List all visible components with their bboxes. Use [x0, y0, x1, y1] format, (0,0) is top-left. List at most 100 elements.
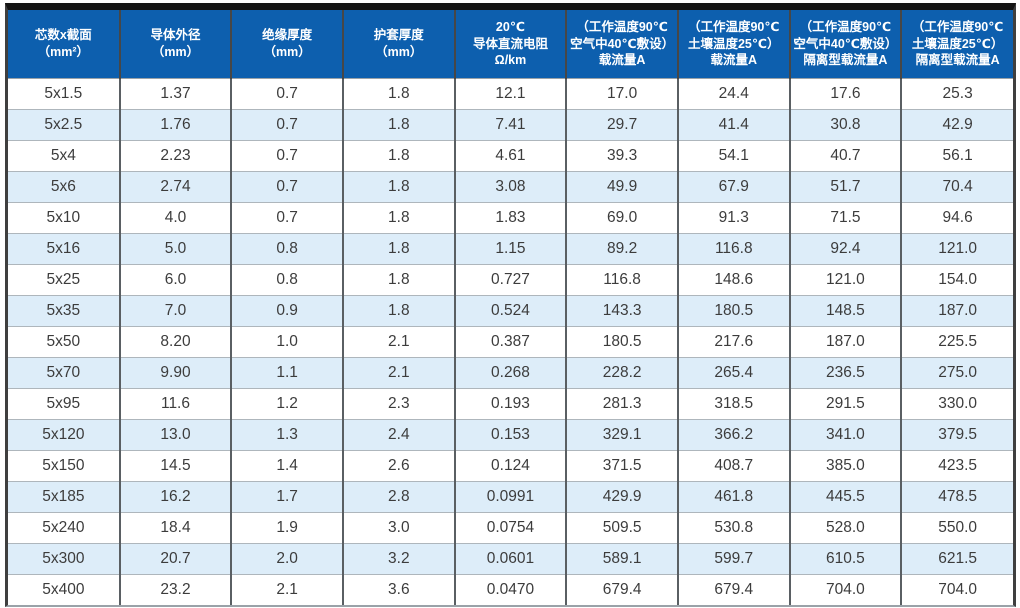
- table-row: 5x50 8.20 1.0 2.1 0.387 180.5 217.6 187.0 225.5: [8, 326, 1013, 358]
- table-cell: 5x70: [8, 357, 120, 389]
- table-cell: 704.0: [900, 574, 1013, 605]
- table-cell: 8.20: [118, 326, 232, 358]
- table-cell: 0.727: [453, 264, 567, 296]
- table-cell: 25.3: [900, 78, 1013, 110]
- table-cell: 7.41: [453, 109, 567, 141]
- table-cell: 4.0: [118, 202, 232, 234]
- table-cell: 0.124: [453, 450, 567, 482]
- table-cell: 275.0: [900, 357, 1013, 389]
- table-cell: 180.5: [676, 295, 790, 327]
- table-cell: 423.5: [900, 450, 1013, 482]
- table-cell: 23.2: [118, 574, 232, 605]
- table-cell: 20.7: [118, 543, 232, 575]
- table-cell: 0.9: [230, 295, 343, 327]
- table-cell: 550.0: [900, 512, 1013, 544]
- table-cell: 281.3: [565, 388, 678, 420]
- table-row: 5x16 5.0 0.8 1.8 1.15 89.2 116.8 92.4 121.0: [8, 233, 1013, 265]
- table-cell: 429.9: [565, 481, 678, 513]
- table-cell: 5x35: [8, 295, 120, 327]
- table-cell: 13.0: [118, 419, 232, 451]
- table-cell: 385.0: [788, 450, 902, 482]
- table-row: 5x70 9.90 1.1 2.1 0.268 228.2 265.4 236.5 275.0: [8, 357, 1013, 389]
- table-cell: 0.8: [230, 264, 343, 296]
- table-cell: 371.5: [565, 450, 678, 482]
- table-cell: 42.9: [900, 109, 1013, 141]
- table-cell: 121.0: [900, 233, 1013, 265]
- table-cell: 0.7: [230, 171, 343, 203]
- table-cell: 0.7: [230, 202, 343, 234]
- table-row: 5x1.5 1.37 0.7 1.8 12.1 17.0 24.4 17.6 25.3: [8, 78, 1013, 110]
- table-cell: 1.8: [341, 264, 455, 296]
- table-cell: 265.4: [676, 357, 790, 389]
- table-cell: 5x10: [8, 202, 120, 234]
- table-cell: 92.4: [788, 233, 902, 265]
- table-cell: 0.7: [230, 109, 343, 141]
- table-cell: 0.0470: [453, 574, 567, 605]
- table-cell: 18.4: [118, 512, 232, 544]
- header-row: 芯数x截面 （mm²） 导体外径 （mm） 绝缘厚度 （mm） 护套厚度 （mm…: [8, 10, 1013, 79]
- table-cell: 41.4: [676, 109, 790, 141]
- table-cell: 0.0754: [453, 512, 567, 544]
- table-cell: 1.8: [341, 109, 455, 141]
- table-row: 5x150 14.5 1.4 2.6 0.124 371.5 408.7 385.0 423.5: [8, 450, 1013, 482]
- table-cell: 1.15: [453, 233, 567, 265]
- table-cell: 621.5: [900, 543, 1013, 575]
- table-cell: 478.5: [900, 481, 1013, 513]
- table-cell: 0.7: [230, 78, 343, 110]
- table-row: 5x6 2.74 0.7 1.8 3.08 49.9 67.9 51.7 70.4: [8, 171, 1013, 203]
- table-cell: 0.7: [230, 140, 343, 172]
- table-cell: 0.153: [453, 419, 567, 451]
- table-cell: 4.61: [453, 140, 567, 172]
- table-cell: 9.90: [118, 357, 232, 389]
- table-cell: 3.6: [341, 574, 455, 605]
- col-header-conductor-diameter: 导体外径 （mm）: [118, 10, 232, 79]
- table-cell: 17.0: [565, 78, 678, 110]
- table-cell: 2.23: [118, 140, 232, 172]
- col-header-ampacity-soil: （工作温度90℃ 土壤温度25℃） 载流量A: [676, 10, 790, 79]
- table-cell: 5x4: [8, 140, 120, 172]
- table-cell: 40.7: [788, 140, 902, 172]
- table-cell: 121.0: [788, 264, 902, 296]
- col-header-dc-resistance-20c: 20℃ 导体直流电阻 Ω/km: [453, 10, 567, 79]
- table-cell: 1.7: [230, 481, 343, 513]
- table-cell: 14.5: [118, 450, 232, 482]
- table-cell: 94.6: [900, 202, 1013, 234]
- table-cell: 236.5: [788, 357, 902, 389]
- table-cell: 5x1.5: [8, 78, 120, 110]
- table-cell: 89.2: [565, 233, 678, 265]
- table-row: 5x185 16.2 1.7 2.8 0.0991 429.9 461.8 445.5 478.…: [8, 481, 1013, 513]
- table-cell: 225.5: [900, 326, 1013, 358]
- table-cell: 30.8: [788, 109, 902, 141]
- table-cell: 1.83: [453, 202, 567, 234]
- table-row: 5x10 4.0 0.7 1.8 1.83 69.0 91.3 71.5 94.6: [8, 202, 1013, 234]
- table-cell: 7.0: [118, 295, 232, 327]
- table-cell: 1.9: [230, 512, 343, 544]
- col-header-isolated-ampacity-air: （工作温度90℃ 空气中40℃敷设） 隔离型载流量A: [788, 10, 902, 79]
- col-header-sheath-thickness: 护套厚度 （mm）: [341, 10, 455, 79]
- table-row: 5x300 20.7 2.0 3.2 0.0601 589.1 599.7 610.5 621.…: [8, 543, 1013, 575]
- table-row: 5x25 6.0 0.8 1.8 0.727 116.8 148.6 121.0 154.0: [8, 264, 1013, 296]
- col-header-insulation-thickness: 绝缘厚度 （mm）: [230, 10, 343, 79]
- table-cell: 54.1: [676, 140, 790, 172]
- table-cell: 70.4: [900, 171, 1013, 203]
- table-cell: 291.5: [788, 388, 902, 420]
- table-cell: 2.1: [341, 357, 455, 389]
- table-cell: 6.0: [118, 264, 232, 296]
- table-cell: 1.8: [341, 295, 455, 327]
- table-cell: 5x50: [8, 326, 120, 358]
- table-cell: 3.2: [341, 543, 455, 575]
- table-cell: 0.0601: [453, 543, 567, 575]
- table-cell: 3.08: [453, 171, 567, 203]
- table-row: 5x240 18.4 1.9 3.0 0.0754 509.5 530.8 528.0 550.…: [8, 512, 1013, 544]
- table-row: 5x400 23.2 2.1 3.6 0.0470 679.4 679.4 704.0 704.…: [8, 574, 1013, 605]
- table-cell: 679.4: [676, 574, 790, 605]
- table-cell: 1.76: [118, 109, 232, 141]
- table-cell: 17.6: [788, 78, 902, 110]
- table-row: 5x4 2.23 0.7 1.8 4.61 39.3 54.1 40.7 56.1: [8, 140, 1013, 172]
- table-cell: 461.8: [676, 481, 790, 513]
- table-cell: 1.1: [230, 357, 343, 389]
- table-cell: 1.8: [341, 78, 455, 110]
- table-cell: 116.8: [565, 264, 678, 296]
- table-cell: 116.8: [676, 233, 790, 265]
- table-cell: 0.387: [453, 326, 567, 358]
